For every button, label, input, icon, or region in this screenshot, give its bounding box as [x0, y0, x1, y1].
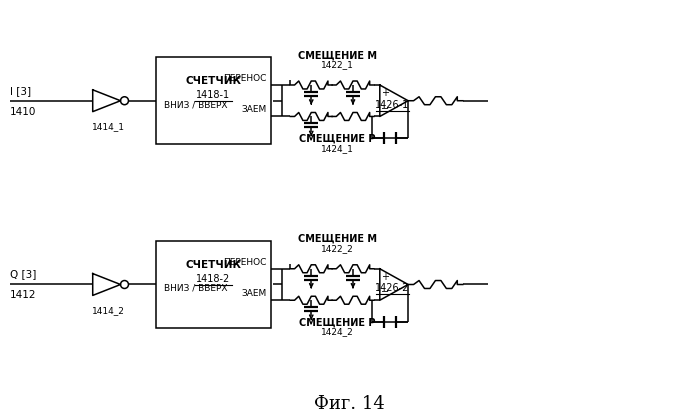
Text: ЗАЕМ: ЗАЕМ [241, 106, 266, 114]
Text: ВНИЗ / ВВЕРХ: ВНИЗ / ВВЕРХ [164, 284, 228, 293]
Text: 1412: 1412 [10, 290, 37, 300]
Text: Фиг. 14: Фиг. 14 [314, 395, 384, 413]
Text: ЗАЕМ: ЗАЕМ [241, 289, 266, 298]
Text: СМЕЩЕНИЕ Р: СМЕЩЕНИЕ Р [299, 317, 375, 327]
Text: ВНИЗ / ВВЕРХ: ВНИЗ / ВВЕРХ [164, 100, 228, 109]
Text: I [3]: I [3] [10, 86, 31, 96]
Bar [157, 241, 271, 328]
Text: +: + [381, 88, 389, 98]
Text: СМЕЩЕНИЕ М: СМЕЩЕНИЕ М [298, 234, 377, 244]
Text: Q [3]: Q [3] [10, 269, 36, 279]
Text: 1418-2: 1418-2 [196, 274, 231, 284]
Text: −: − [381, 287, 389, 297]
Text: 1426-2: 1426-2 [375, 284, 410, 293]
Text: ПЕРЕНОС: ПЕРЕНОС [223, 258, 266, 267]
Text: СМЕЩЕНИЕ М: СМЕЩЕНИЕ М [298, 50, 377, 60]
Text: 1424_1: 1424_1 [321, 144, 354, 153]
Text: 1424_2: 1424_2 [321, 328, 354, 336]
Text: СЧЕТЧИК: СЧЕТЧИК [185, 260, 241, 270]
Text: 1422_2: 1422_2 [321, 244, 354, 253]
Text: 1414_2: 1414_2 [92, 306, 125, 316]
Text: ПЕРЕНОС: ПЕРЕНОС [223, 74, 266, 83]
Text: 1418-1: 1418-1 [196, 91, 231, 101]
Text: СМЕЩЕНИЕ Р: СМЕЩЕНИЕ Р [299, 133, 375, 143]
Bar [157, 57, 271, 145]
Text: 1414_1: 1414_1 [92, 123, 125, 132]
Text: 1410: 1410 [10, 107, 36, 116]
Text: 1422_1: 1422_1 [321, 61, 354, 70]
Text: +: + [381, 272, 389, 282]
Text: 1426-1: 1426-1 [375, 100, 410, 110]
Text: СЧЕТЧИК: СЧЕТЧИК [185, 77, 241, 86]
Text: −: − [381, 103, 389, 114]
